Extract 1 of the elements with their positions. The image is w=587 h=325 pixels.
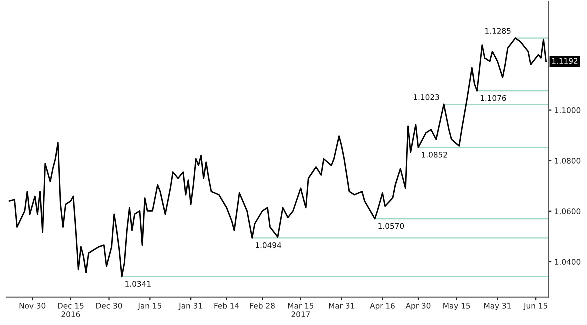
line-series xyxy=(8,38,547,278)
